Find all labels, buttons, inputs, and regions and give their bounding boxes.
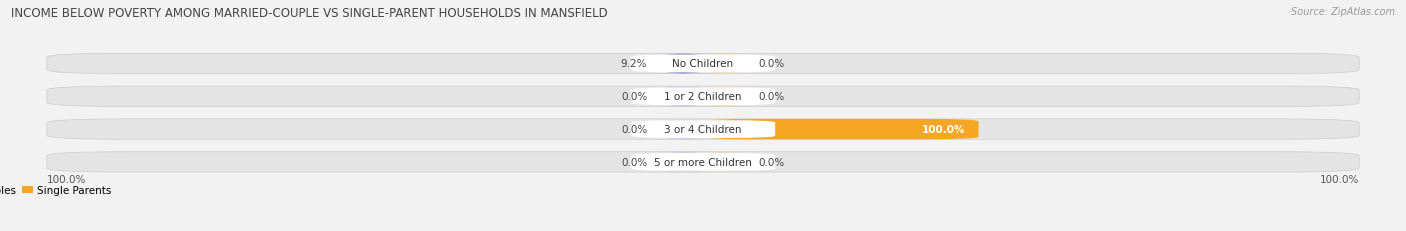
FancyBboxPatch shape <box>651 54 716 74</box>
Text: 0.0%: 0.0% <box>759 157 785 167</box>
Text: 100.0%: 100.0% <box>1320 174 1360 184</box>
Text: 0.0%: 0.0% <box>759 92 785 102</box>
Legend: Married Couples, Single Parents: Married Couples, Single Parents <box>0 181 115 199</box>
FancyBboxPatch shape <box>690 152 755 172</box>
Text: 0.0%: 0.0% <box>621 92 647 102</box>
Text: 0.0%: 0.0% <box>621 125 647 134</box>
FancyBboxPatch shape <box>703 119 979 140</box>
FancyBboxPatch shape <box>46 119 1360 140</box>
Text: 0.0%: 0.0% <box>621 157 647 167</box>
Text: 100.0%: 100.0% <box>46 174 86 184</box>
FancyBboxPatch shape <box>651 87 716 107</box>
FancyBboxPatch shape <box>631 88 775 106</box>
Text: No Children: No Children <box>672 59 734 69</box>
Text: 9.2%: 9.2% <box>620 59 647 69</box>
FancyBboxPatch shape <box>631 121 775 138</box>
FancyBboxPatch shape <box>631 55 775 73</box>
Text: 5 or more Children: 5 or more Children <box>654 157 752 167</box>
Text: 0.0%: 0.0% <box>759 59 785 69</box>
FancyBboxPatch shape <box>631 153 775 171</box>
FancyBboxPatch shape <box>46 87 1360 107</box>
Text: 3 or 4 Children: 3 or 4 Children <box>664 125 742 134</box>
Text: Source: ZipAtlas.com: Source: ZipAtlas.com <box>1291 7 1395 17</box>
Text: INCOME BELOW POVERTY AMONG MARRIED-COUPLE VS SINGLE-PARENT HOUSEHOLDS IN MANSFIE: INCOME BELOW POVERTY AMONG MARRIED-COUPL… <box>11 7 607 20</box>
FancyBboxPatch shape <box>651 119 716 140</box>
FancyBboxPatch shape <box>690 54 755 74</box>
Text: 1 or 2 Children: 1 or 2 Children <box>664 92 742 102</box>
FancyBboxPatch shape <box>690 87 755 107</box>
FancyBboxPatch shape <box>651 152 716 172</box>
FancyBboxPatch shape <box>46 54 1360 74</box>
Text: 100.0%: 100.0% <box>922 125 966 134</box>
FancyBboxPatch shape <box>46 152 1360 172</box>
